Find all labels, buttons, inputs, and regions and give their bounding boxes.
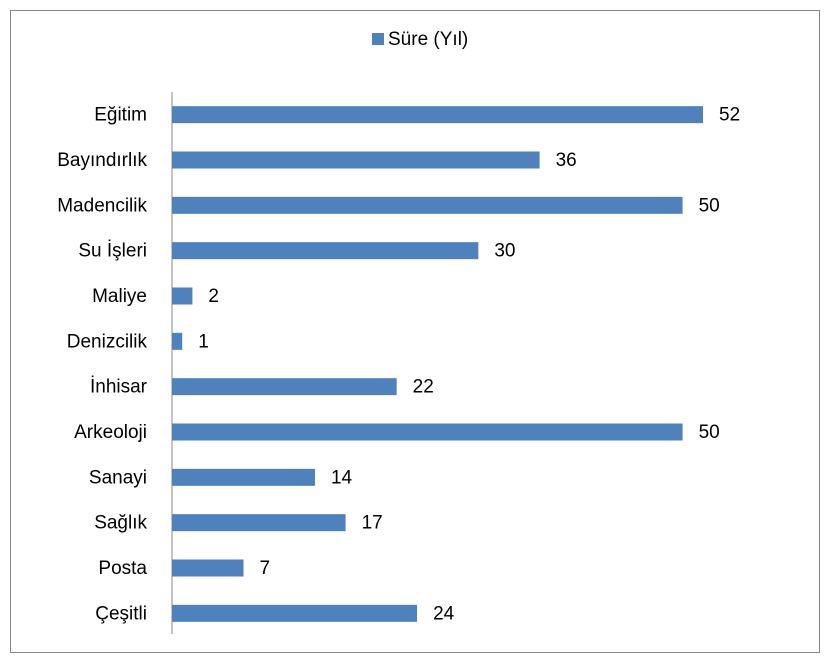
value-label: 52 (719, 105, 740, 126)
bar (172, 106, 703, 124)
bar (172, 332, 183, 350)
category-label: İnhisar (90, 377, 148, 398)
bar (172, 287, 193, 305)
bar (172, 604, 418, 622)
value-label: 1 (198, 331, 209, 352)
value-label: 7 (259, 558, 270, 579)
category-label: Eğitim (94, 105, 147, 126)
bar (172, 423, 683, 441)
legend-swatch (372, 33, 384, 45)
category-label: Arkeoloji (74, 422, 147, 443)
value-label: 50 (699, 422, 720, 443)
bar (172, 559, 244, 577)
bar (172, 151, 540, 169)
bar (172, 514, 346, 532)
legend-label: Süre (Yıl) (388, 29, 468, 50)
category-label: Denizcilik (67, 331, 148, 352)
category-label: Posta (98, 558, 147, 579)
category-label: Çeşitli (95, 603, 147, 624)
value-label: 2 (208, 286, 219, 307)
bar (172, 242, 479, 260)
value-label: 22 (413, 377, 434, 398)
bar (172, 196, 683, 214)
bar (172, 468, 315, 486)
category-label: Maliye (92, 286, 147, 307)
value-label: 24 (433, 603, 455, 624)
value-label: 50 (699, 195, 720, 216)
value-label: 14 (331, 467, 353, 488)
bar (172, 378, 397, 396)
category-label: Bayındırlık (57, 150, 147, 171)
category-label: Sağlık (94, 513, 147, 534)
category-label: Su İşleri (78, 241, 147, 262)
value-label: 36 (556, 150, 577, 171)
value-label: 30 (494, 241, 515, 262)
category-label: Madencilik (57, 195, 147, 216)
category-label: Sanayi (89, 467, 147, 488)
value-label: 17 (362, 513, 383, 534)
